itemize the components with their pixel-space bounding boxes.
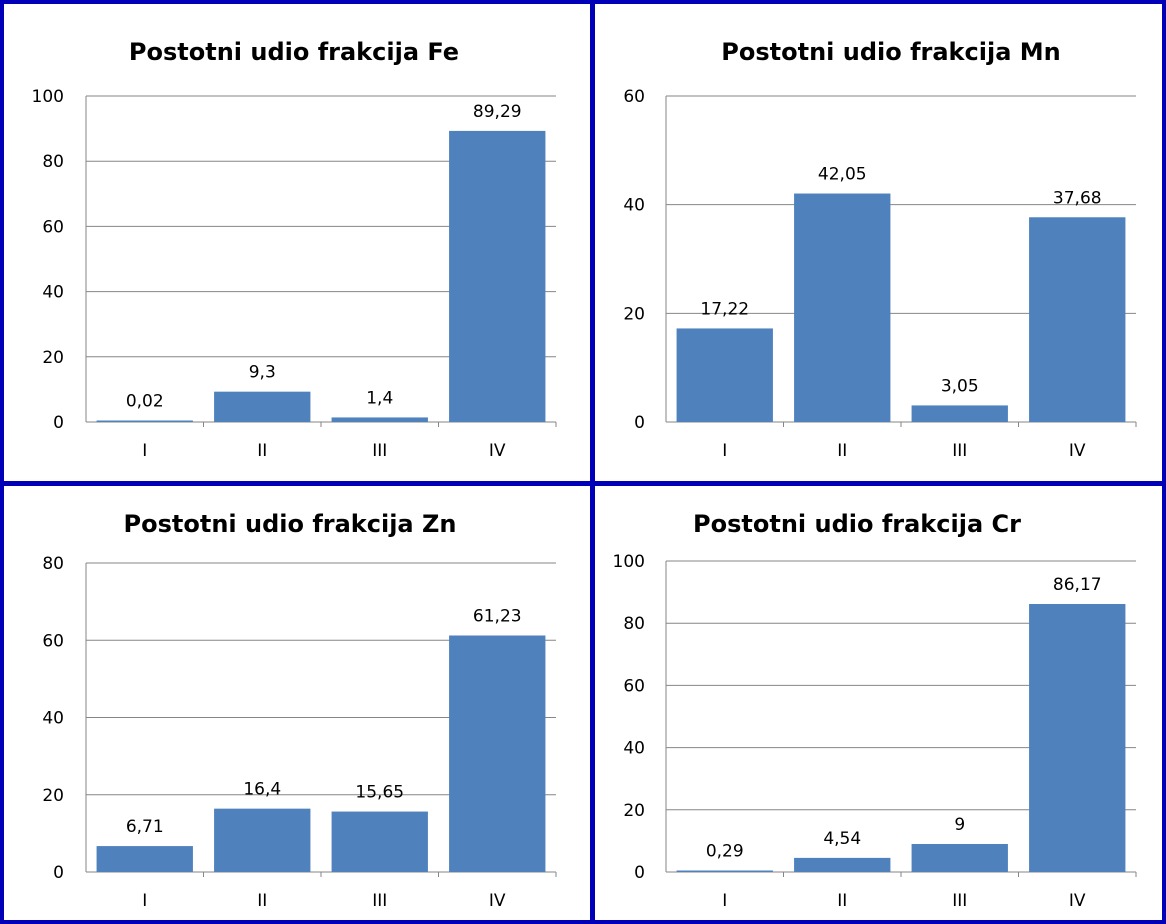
x-tick-label: II xyxy=(257,441,267,461)
y-tick-label: 60 xyxy=(42,631,64,651)
y-tick-label: 20 xyxy=(42,348,64,368)
data-label: 17,22 xyxy=(700,299,749,319)
frame-border-left xyxy=(0,0,4,924)
y-tick-label: 100 xyxy=(613,552,645,572)
frame-divider-vertical xyxy=(590,0,595,924)
data-label: 0,29 xyxy=(706,842,744,862)
x-tick-label: I xyxy=(142,891,147,911)
chart-panel-zn: Postotni udio frakcija Zn 0 20 40 60 80 6,71 I… xyxy=(4,486,590,920)
x-tick-label: I xyxy=(722,441,727,461)
y-tick-label: 20 xyxy=(623,801,645,821)
x-tick-label: I xyxy=(722,891,727,911)
x-tick-label: III xyxy=(372,891,387,911)
y-tick-label: 60 xyxy=(42,217,64,237)
chart-title: Postotni udio frakcija Mn xyxy=(721,38,1060,66)
y-tick-label: 0 xyxy=(53,413,64,433)
y-tick-label: 80 xyxy=(623,614,645,634)
bar xyxy=(96,846,193,872)
x-tick-label: IV xyxy=(1069,891,1086,911)
bar xyxy=(449,635,546,872)
data-label: 9 xyxy=(954,815,965,835)
y-tick-label: 40 xyxy=(42,709,64,729)
data-label: 16,4 xyxy=(243,780,281,800)
y-tick-label: 40 xyxy=(623,196,645,216)
chart-title: Postotni udio frakcija Zn xyxy=(124,510,457,538)
x-tick-label: I xyxy=(142,441,147,461)
x-tick-label: III xyxy=(952,891,967,911)
chart-cr: Postotni udio frakcija Cr 0 20 40 60 80 100 0,… xyxy=(613,510,1137,911)
data-label: 4,54 xyxy=(823,829,861,849)
frame-border-right xyxy=(1162,0,1166,924)
bar xyxy=(214,391,311,422)
chart-title: Postotni udio frakcija Cr xyxy=(693,510,1021,538)
chart-panel-cr: Postotni udio frakcija Cr 0 20 40 60 80 100 0,… xyxy=(595,486,1162,920)
data-label: 6,71 xyxy=(126,817,164,837)
frame-border-top xyxy=(0,0,1166,4)
y-tick-label: 0 xyxy=(634,863,645,883)
bar xyxy=(794,193,891,422)
x-tick-label: IV xyxy=(1069,441,1086,461)
bar xyxy=(331,811,428,872)
x-tick-label: III xyxy=(952,441,967,461)
x-tick-label: IV xyxy=(489,441,506,461)
chart-zn: Postotni udio frakcija Zn 0 20 40 60 80 6,71 I… xyxy=(42,510,557,911)
frame-divider-horizontal xyxy=(0,481,1166,486)
bar xyxy=(449,130,546,422)
data-label: 9,3 xyxy=(249,363,276,383)
y-tick-label: 0 xyxy=(634,413,645,433)
x-tick-label: IV xyxy=(489,891,506,911)
bar xyxy=(1029,604,1126,872)
y-tick-label: 40 xyxy=(623,739,645,759)
y-tick-label: 80 xyxy=(42,152,64,172)
y-tick-label: 60 xyxy=(623,676,645,696)
y-tick-label: 100 xyxy=(32,87,64,107)
bar xyxy=(911,844,1008,872)
chart-panel-fe: Postotni udio frakcija Fe 0 20 40 60 80 100 0,… xyxy=(4,4,590,481)
y-tick-label: 0 xyxy=(53,863,64,883)
x-tick-label: II xyxy=(837,441,847,461)
chart-panel-mn: Postotni udio frakcija Mn 0 20 40 60 17,22 I 4… xyxy=(595,4,1162,481)
data-label: 0,02 xyxy=(126,392,164,412)
data-label: 61,23 xyxy=(473,606,522,626)
bar xyxy=(676,328,773,422)
data-label: 42,05 xyxy=(818,165,867,185)
data-label: 15,65 xyxy=(355,783,404,803)
data-label: 1,4 xyxy=(366,388,393,408)
data-label: 3,05 xyxy=(941,376,979,396)
data-label: 37,68 xyxy=(1053,188,1102,208)
bar xyxy=(331,417,428,422)
frame-border-bottom xyxy=(0,920,1166,924)
y-tick-label: 40 xyxy=(42,283,64,303)
chart-mn: Postotni udio frakcija Mn 0 20 40 60 17,22 I 4… xyxy=(623,38,1137,461)
chart-fe: Postotni udio frakcija Fe 0 20 40 60 80 100 0,… xyxy=(32,38,557,461)
chart-title: Postotni udio frakcija Fe xyxy=(129,38,459,66)
x-tick-label: II xyxy=(257,891,267,911)
data-label: 89,29 xyxy=(473,102,522,122)
data-label: 86,17 xyxy=(1053,575,1102,595)
x-tick-label: II xyxy=(837,891,847,911)
bar xyxy=(794,857,891,872)
bar xyxy=(911,405,1008,422)
bar xyxy=(96,420,193,422)
y-tick-label: 80 xyxy=(42,554,64,574)
bar xyxy=(1029,217,1126,422)
y-tick-label: 20 xyxy=(623,304,645,324)
y-tick-label: 20 xyxy=(42,786,64,806)
bar xyxy=(214,808,311,872)
y-tick-label: 60 xyxy=(623,87,645,107)
bar xyxy=(676,870,773,872)
x-tick-label: III xyxy=(372,441,387,461)
